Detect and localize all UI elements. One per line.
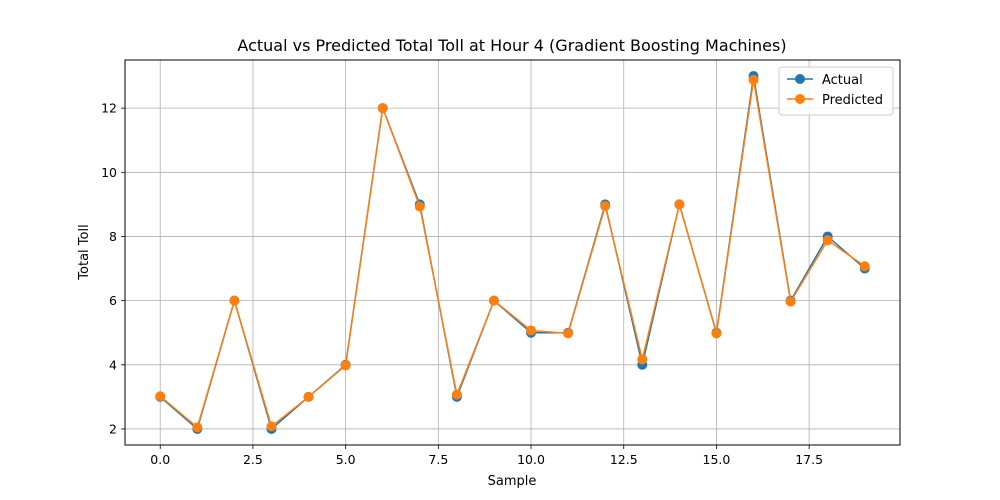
legend: Actual Predicted xyxy=(778,66,894,116)
y-tick-label: 4 xyxy=(109,357,117,372)
ticks: 0.0 2.5 5.0 7.5 10.0 12.5 15.0 17.5 2 4 6 8 10 12 xyxy=(101,101,823,467)
y-tick-label: 8 xyxy=(109,229,117,244)
data-point-predicted xyxy=(414,201,425,212)
data-point-predicted xyxy=(155,391,166,402)
series-layer xyxy=(155,71,870,434)
data-point-predicted xyxy=(748,74,759,85)
data-point-predicted xyxy=(785,296,796,307)
data-point-predicted xyxy=(488,295,499,306)
data-point-predicted xyxy=(340,360,351,371)
data-point-predicted xyxy=(266,421,277,432)
grid xyxy=(125,60,900,445)
y-tick-label: 12 xyxy=(101,101,117,116)
data-point-predicted xyxy=(192,422,203,433)
y-tick-label: 10 xyxy=(101,165,117,180)
data-point-predicted xyxy=(451,389,462,400)
data-point-predicted xyxy=(859,261,870,272)
data-point-predicted xyxy=(229,295,240,306)
y-tick-label: 6 xyxy=(109,293,117,308)
data-point-predicted xyxy=(563,328,574,339)
x-tick-label: 12.5 xyxy=(610,452,638,467)
data-point-predicted xyxy=(711,328,722,339)
data-point-predicted xyxy=(303,391,314,402)
x-tick-label: 17.5 xyxy=(795,452,823,467)
series-line-predicted xyxy=(159,79,866,429)
series-predicted xyxy=(155,74,870,433)
x-tick-label: 15.0 xyxy=(703,452,731,467)
data-point-predicted xyxy=(674,199,685,210)
data-point-predicted xyxy=(822,235,833,246)
x-tick-label: 2.5 xyxy=(243,452,263,467)
data-point-predicted xyxy=(637,354,648,365)
y-axis-title: Total Toll xyxy=(77,224,92,280)
x-tick-label: 0.0 xyxy=(150,452,170,467)
x-tick-label: 5.0 xyxy=(336,452,356,467)
plot-frame xyxy=(124,59,901,446)
chart-title: Actual vs Predicted Total Toll at Hour 4… xyxy=(237,36,786,55)
x-tick-label: 10.0 xyxy=(517,452,545,467)
legend-label-predicted: Predicted xyxy=(822,93,883,108)
data-point-predicted xyxy=(600,200,611,211)
x-axis-title: Sample xyxy=(488,474,537,489)
y-tick-label: 2 xyxy=(109,421,117,436)
legend-label-actual: Actual xyxy=(822,73,863,88)
data-point-predicted xyxy=(377,103,388,114)
legend-marker-predicted xyxy=(795,94,805,104)
x-tick-label: 7.5 xyxy=(428,452,448,467)
legend-marker-actual xyxy=(795,74,805,84)
data-point-predicted xyxy=(526,325,537,336)
